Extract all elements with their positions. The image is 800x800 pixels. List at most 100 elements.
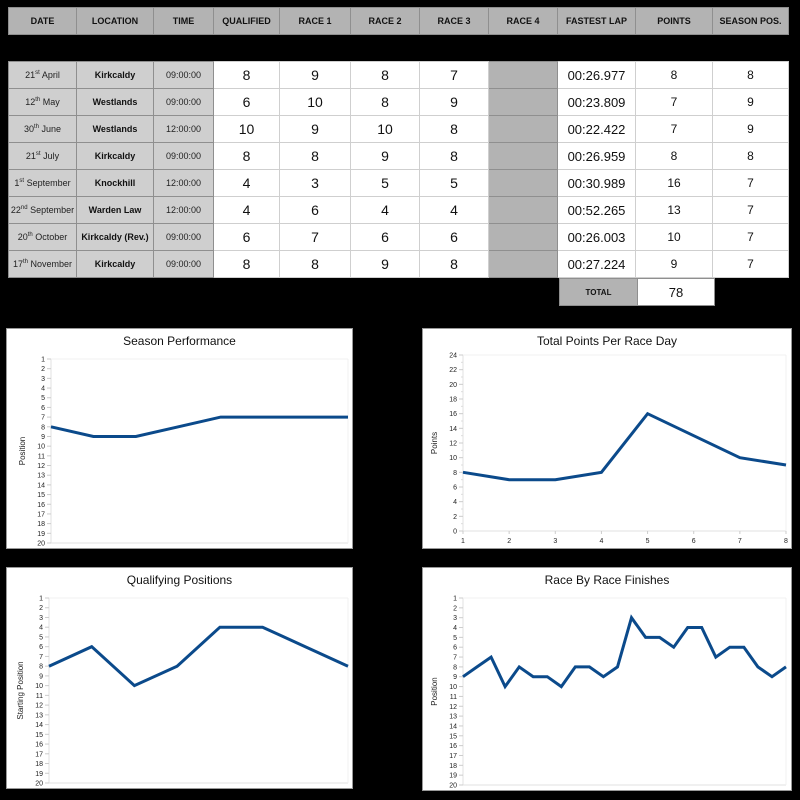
- date-month: June: [41, 124, 62, 134]
- date-day: 30: [23, 124, 34, 134]
- qualified-cell: 8: [213, 250, 280, 278]
- total-label: TOTAL: [559, 278, 638, 306]
- date-day: 21: [25, 70, 36, 80]
- header-season-pos: SEASON POS.: [712, 7, 789, 35]
- y-tick-label: 2: [453, 514, 457, 521]
- y-axis-label: Position: [18, 437, 27, 465]
- header-fastest-lap: FASTEST LAP: [557, 7, 636, 35]
- fastest-lap-cell: 00:26.977: [557, 61, 636, 89]
- qualified-cell: 6: [213, 223, 280, 251]
- fastest-lap-cell: 00:30.989: [557, 169, 636, 197]
- date-cell: 21st April: [8, 61, 77, 89]
- y-tick-label: 17: [35, 751, 43, 758]
- date-cell: 17th November: [8, 250, 77, 278]
- y-axis-label: Position: [430, 677, 439, 705]
- y-tick-label: 10: [35, 683, 43, 690]
- y-tick-label: 4: [453, 625, 457, 632]
- race3-cell: 4: [419, 196, 489, 224]
- header-row: DATE LOCATION TIME QUALIFIED RACE 1 RACE…: [8, 7, 789, 35]
- location-cell: Westlands: [76, 88, 154, 116]
- y-tick-label: 4: [41, 386, 45, 393]
- date-day: 20: [17, 232, 28, 242]
- y-tick-label: 6: [39, 644, 43, 651]
- y-tick-label: 7: [453, 655, 457, 662]
- y-tick-label: 15: [449, 733, 457, 740]
- y-tick-label: 19: [449, 773, 457, 780]
- y-tick-label: 13: [449, 714, 457, 721]
- points-cell: 10: [635, 223, 713, 251]
- fastest-lap-cell: 00:26.959: [557, 142, 636, 170]
- race2-cell: 8: [350, 88, 420, 116]
- race4-cell: [488, 61, 558, 89]
- race4-cell: [488, 142, 558, 170]
- race4-cell: [488, 223, 558, 251]
- y-tick-label: 18: [449, 763, 457, 770]
- race3-cell: 7: [419, 61, 489, 89]
- y-tick-label: 9: [41, 434, 45, 441]
- date-month: September: [30, 205, 75, 215]
- race2-cell: 5: [350, 169, 420, 197]
- y-tick-label: 10: [449, 684, 457, 691]
- y-tick-label: 18: [449, 397, 457, 404]
- race2-cell: 9: [350, 250, 420, 278]
- y-tick-label: 1: [39, 596, 43, 603]
- date-cell: 21st July: [8, 142, 77, 170]
- x-tick-label: 2: [507, 538, 511, 545]
- y-tick-label: 16: [37, 502, 45, 509]
- header-date: DATE: [8, 7, 77, 35]
- chart-title: Qualifying Positions: [127, 573, 232, 587]
- x-tick-label: 7: [738, 538, 742, 545]
- time-cell: 09:00:00: [153, 250, 214, 278]
- race4-cell: [488, 196, 558, 224]
- date-cell: 20th October: [8, 223, 77, 251]
- season-performance-chart: Season Performance Position 1 2 3 4 5 6 7 8 9 10 11 1…: [6, 328, 353, 549]
- y-tick-label: 9: [39, 673, 43, 680]
- date-cell: 12th May: [8, 88, 77, 116]
- date-month: July: [43, 151, 60, 161]
- y-tick-label: 3: [41, 376, 45, 383]
- race-by-race-chart: Race By Race Finishes Position 1 2 3 4 5 6 7 8 9 10…: [422, 567, 792, 791]
- date-day: 12: [25, 97, 36, 107]
- qualified-cell: 10: [213, 115, 280, 143]
- location-cell: Kirkcaldy: [76, 61, 154, 89]
- total-points-plot: Total Points Per Race DayPoints024681012…: [430, 334, 788, 545]
- date-day: 17: [12, 259, 23, 269]
- race3-cell: 8: [419, 115, 489, 143]
- y-tick-label: 20: [449, 783, 457, 790]
- season-pos-cell: 8: [712, 61, 789, 89]
- date-suffix: th: [33, 124, 39, 130]
- table-row: 17th November Kirkcaldy 09:00:00 8 8 9 8 00:27.…: [8, 250, 789, 278]
- y-tick-label: 3: [453, 615, 457, 622]
- chart-title: Total Points Per Race Day: [537, 334, 677, 348]
- race1-cell: 8: [279, 142, 351, 170]
- points-cell: 7: [635, 88, 713, 116]
- results-table: 21st April Kirkcaldy 09:00:00 8 9 8 7 00:26.977…: [8, 61, 789, 278]
- total-row: TOTAL 78: [559, 278, 715, 306]
- points-cell: 16: [635, 169, 713, 197]
- date-day: 21: [25, 151, 36, 161]
- fastest-lap-cell: 00:27.224: [557, 250, 636, 278]
- y-tick-label: 10: [449, 455, 457, 462]
- location-cell: Westlands: [76, 115, 154, 143]
- time-cell: 12:00:00: [153, 169, 214, 197]
- header-race3: RACE 3: [419, 7, 489, 35]
- y-tick-label: 14: [449, 723, 457, 730]
- data-line: [50, 415, 348, 438]
- data-line: [462, 411, 787, 482]
- header-qualified: QUALIFIED: [213, 7, 280, 35]
- header-location: LOCATION: [76, 7, 154, 35]
- race3-cell: 8: [419, 142, 489, 170]
- points-cell: 9: [635, 250, 713, 278]
- race1-cell: 6: [279, 196, 351, 224]
- y-tick-label: 0: [453, 529, 457, 536]
- header-race1: RACE 1: [279, 7, 351, 35]
- header-time: TIME: [153, 7, 214, 35]
- y-tick-label: 13: [37, 473, 45, 480]
- race2-cell: 10: [350, 115, 420, 143]
- y-tick-label: 13: [35, 712, 43, 719]
- y-tick-label: 14: [449, 426, 457, 433]
- date-suffix: nd: [20, 205, 28, 211]
- table-row: 21st July Kirkcaldy 09:00:00 8 8 9 8 00:26.959 8…: [8, 142, 789, 170]
- time-cell: 09:00:00: [153, 88, 214, 116]
- season-pos-cell: 7: [712, 223, 789, 251]
